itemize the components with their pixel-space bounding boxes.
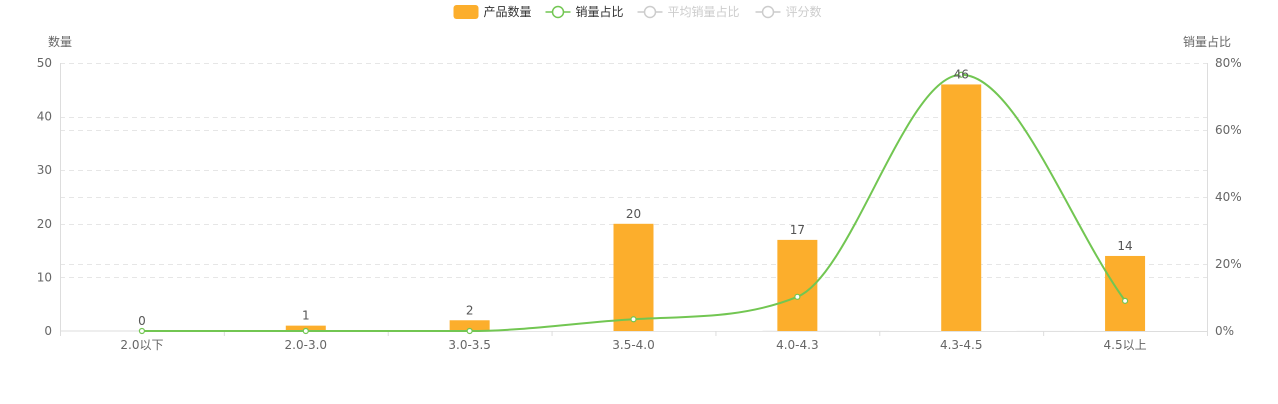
- y-left-tick-label: 0: [44, 324, 52, 338]
- y-right-tick-label: 0%: [1215, 324, 1234, 338]
- bar-value-label: 0: [138, 314, 146, 328]
- bar-value-label: 46: [954, 67, 969, 81]
- legend-marker: [761, 5, 775, 19]
- y-left-tick-label: 20: [37, 217, 52, 231]
- legend-marker: [551, 5, 565, 19]
- line-point[interactable]: [630, 316, 637, 323]
- x-tick-label: 3.5-4.0: [612, 338, 655, 352]
- bar-series: [285, 84, 1146, 331]
- x-tick-label: 2.0-3.0: [285, 338, 328, 352]
- x-tick-label: 2.0以下: [120, 338, 163, 352]
- y-left-tick-label: 10: [37, 270, 52, 284]
- bar[interactable]: [613, 223, 654, 331]
- line-point[interactable]: [466, 327, 473, 335]
- y-right-tick-label: 20%: [1215, 257, 1242, 271]
- legend-label: 平均销量占比: [668, 4, 740, 19]
- bar[interactable]: [449, 320, 490, 331]
- legend-bar-swatch: [453, 5, 479, 19]
- legend-item[interactable]: 平均销量占比: [637, 4, 740, 19]
- bar-value-label: 1: [302, 309, 310, 323]
- y-right-axis-title: 销量占比: [1183, 34, 1231, 49]
- data-labels: 0 1 2 20 17 46 14: [138, 67, 1133, 328]
- bar-value-label: 20: [626, 207, 641, 221]
- x-tick-label: 3.0-3.5: [448, 338, 491, 352]
- x-tick-label: 4.3-4.5: [940, 338, 983, 352]
- y-left-axis-title: 数量: [48, 34, 72, 49]
- line-point[interactable]: [1121, 297, 1129, 304]
- sales-share-line[interactable]: [141, 73, 1126, 333]
- legend-item[interactable]: 评分数: [755, 4, 822, 19]
- legend-label: 产品数量: [484, 4, 532, 19]
- bar-value-label: 17: [790, 223, 805, 237]
- y-left-tick-label: 40: [37, 110, 52, 124]
- bar[interactable]: [1105, 255, 1146, 331]
- y-right-tick-label: 40%: [1215, 190, 1242, 204]
- bar-value-label: 2: [466, 303, 474, 317]
- legend-marker: [643, 5, 657, 19]
- legend-label: 评分数: [786, 4, 822, 19]
- x-tick-label: 4.5以上: [1104, 338, 1147, 352]
- line-series: [138, 71, 1129, 335]
- line-point[interactable]: [138, 327, 146, 335]
- line-point[interactable]: [794, 293, 801, 300]
- line-point[interactable]: [958, 71, 965, 78]
- x-tick-label: 4.0-4.3: [776, 338, 819, 352]
- legend-item[interactable]: 销量占比: [545, 4, 624, 19]
- y-right-tick-label: 60%: [1215, 123, 1242, 137]
- y-left-tick-label: 50: [37, 56, 52, 70]
- legend-item[interactable]: 产品数量: [453, 4, 532, 19]
- y-right-tick-label: 80%: [1215, 56, 1242, 70]
- bar[interactable]: [941, 84, 982, 331]
- y-left-tick-label: 30: [37, 163, 52, 177]
- legend: 产品数量 销量占比 平均销量占比 评分数: [453, 4, 822, 19]
- legend-label: 销量占比: [576, 4, 624, 19]
- line-point[interactable]: [302, 327, 309, 335]
- bar[interactable]: [777, 239, 818, 331]
- bar-value-label: 14: [1117, 239, 1132, 253]
